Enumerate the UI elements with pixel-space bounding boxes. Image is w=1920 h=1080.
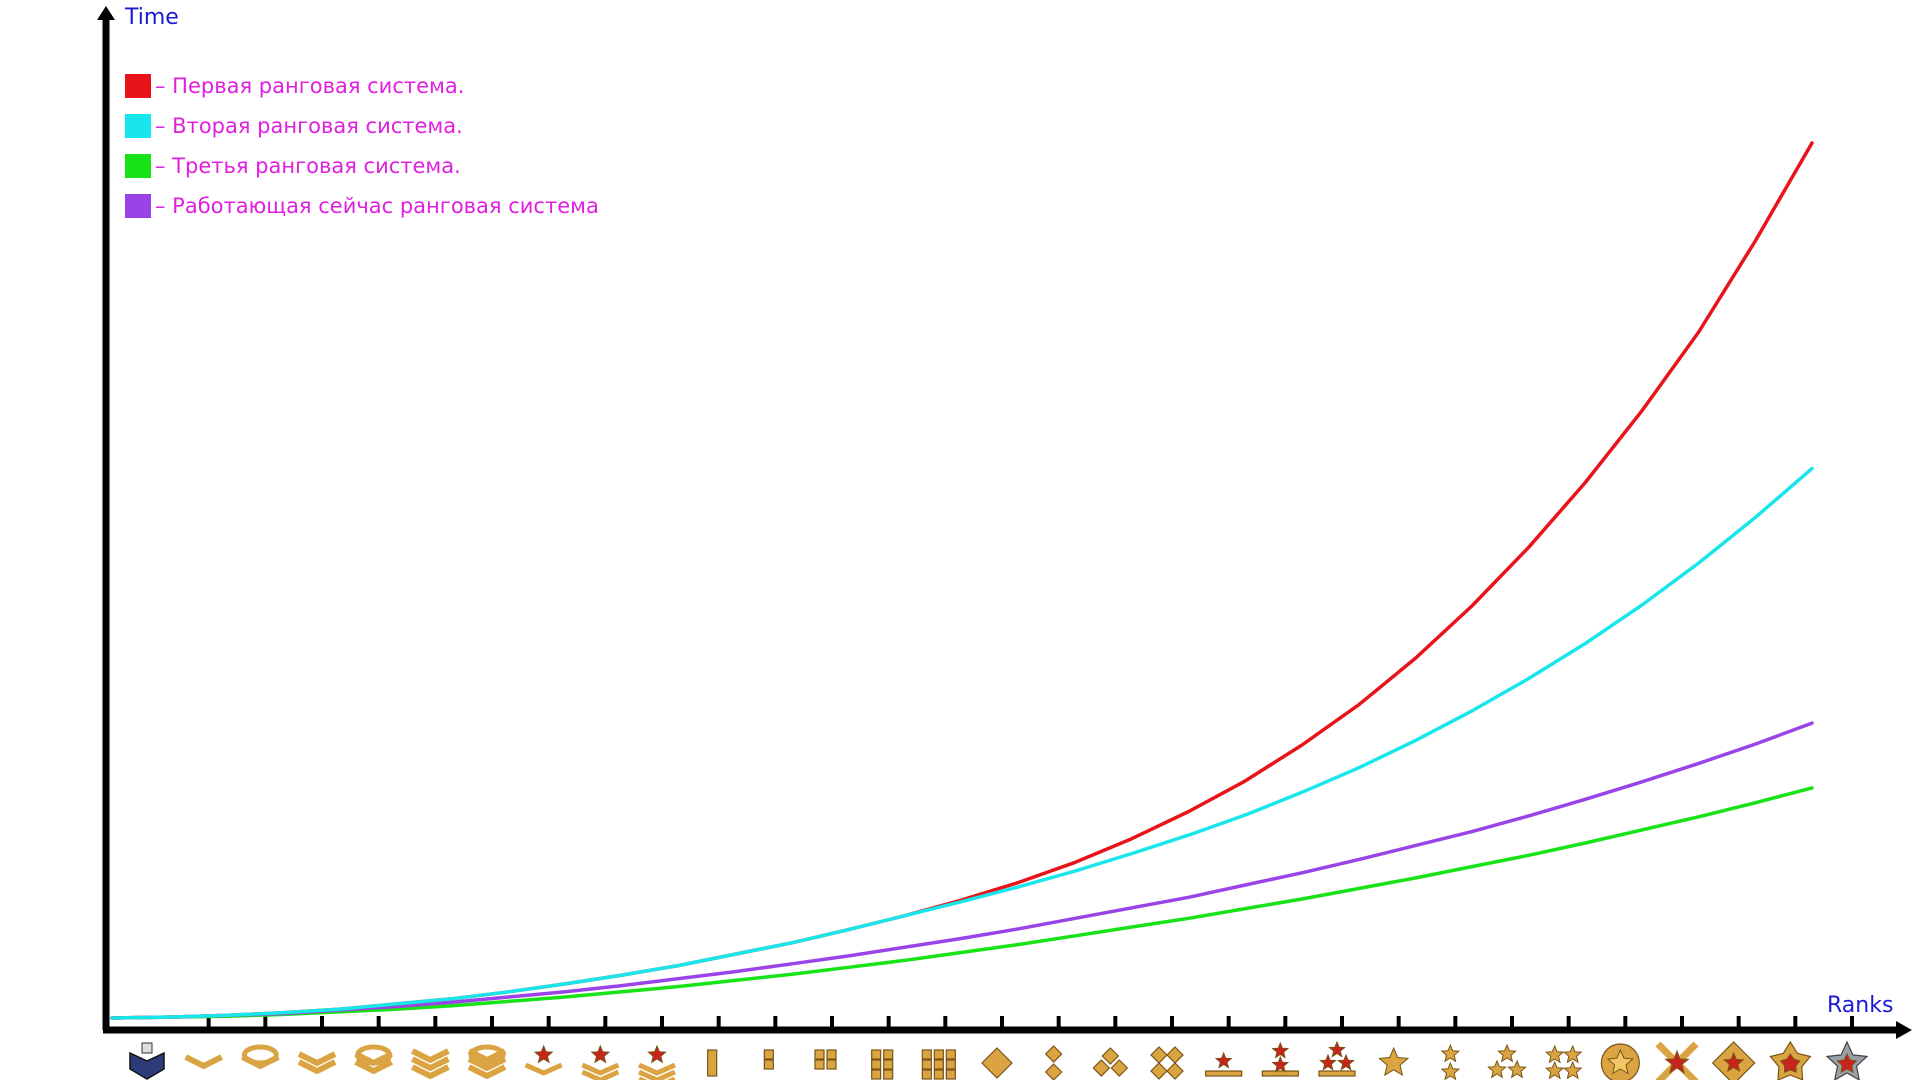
series-layer	[110, 141, 1814, 1020]
legend-pentagon-icon	[1769, 1040, 1812, 1080]
legend: – Первая ранговая система. – Вторая ранго…	[125, 74, 599, 218]
x-axis-arrow	[1896, 1021, 1912, 1039]
x-axis-ticks	[206, 1016, 1854, 1030]
legend-swatch	[125, 194, 151, 218]
sergeant-major-star-icon	[581, 1044, 620, 1080]
legend-star-icon	[1825, 1040, 1869, 1080]
master-sergeant-star-icon	[524, 1044, 563, 1076]
series-line-1	[110, 141, 1814, 1020]
field-marshal-star-icon	[1487, 1043, 1527, 1079]
series-line-2	[110, 466, 1814, 1020]
x-axis-title: Ranks	[1827, 993, 1893, 1018]
legend-label: – Работающая сейчас ранговая система	[155, 194, 599, 218]
series-line-4	[110, 721, 1814, 1020]
colonel-diamond-icon	[1150, 1046, 1184, 1080]
legend-cross-icon	[1655, 1041, 1699, 1080]
warrant-officer-star-icon	[637, 1044, 677, 1080]
generalissimo-emblem-icon	[1600, 1043, 1640, 1080]
private-chevron-icon	[184, 1054, 224, 1069]
y-axis-title: Time	[124, 5, 179, 30]
corporal-chevron-icon	[297, 1051, 337, 1074]
rank-icons	[129, 1040, 1869, 1080]
sergeant-chevron-icon	[410, 1048, 450, 1079]
staff-sergeant-chevron-icon	[467, 1044, 507, 1079]
master-corporal-chevron-icon	[354, 1044, 394, 1074]
legend-swatch	[125, 74, 151, 98]
commander-star-icon	[1544, 1044, 1583, 1080]
brigadier-star-icon	[1205, 1051, 1243, 1077]
third-lieutenant-bar-icon	[763, 1049, 774, 1070]
second-lieutenant-bar-icon	[814, 1049, 837, 1070]
major-diamond-icon	[1044, 1045, 1063, 1080]
y-axis-arrow	[97, 6, 115, 20]
major-general-star-icon	[1261, 1041, 1299, 1077]
legend-diamond-icon	[1711, 1041, 1756, 1080]
lieutenant-bar-icon	[871, 1049, 894, 1080]
recruit-badge-icon	[129, 1042, 165, 1080]
legend-swatch	[125, 154, 151, 178]
axes	[97, 6, 1912, 1039]
legend-label: – Вторая ранговая система.	[155, 114, 463, 138]
legend-label: – Третья ранговая система.	[155, 154, 461, 178]
lieutenant-general-star-icon	[1318, 1040, 1356, 1077]
marshal-star-icon	[1440, 1043, 1461, 1080]
general-star-icon	[1378, 1046, 1410, 1077]
gefreiter-chevron-icon	[240, 1044, 280, 1069]
legend-label: – Первая ранговая система.	[155, 74, 464, 98]
captain-diamond-icon	[981, 1047, 1013, 1079]
master-warrant-officer-bar-icon	[707, 1049, 718, 1077]
legend-swatch	[125, 114, 151, 138]
series-line-3	[110, 786, 1814, 1020]
first-lieutenant-bar-icon	[921, 1049, 956, 1080]
lieutenant-colonel-diamond-icon	[1092, 1047, 1129, 1077]
